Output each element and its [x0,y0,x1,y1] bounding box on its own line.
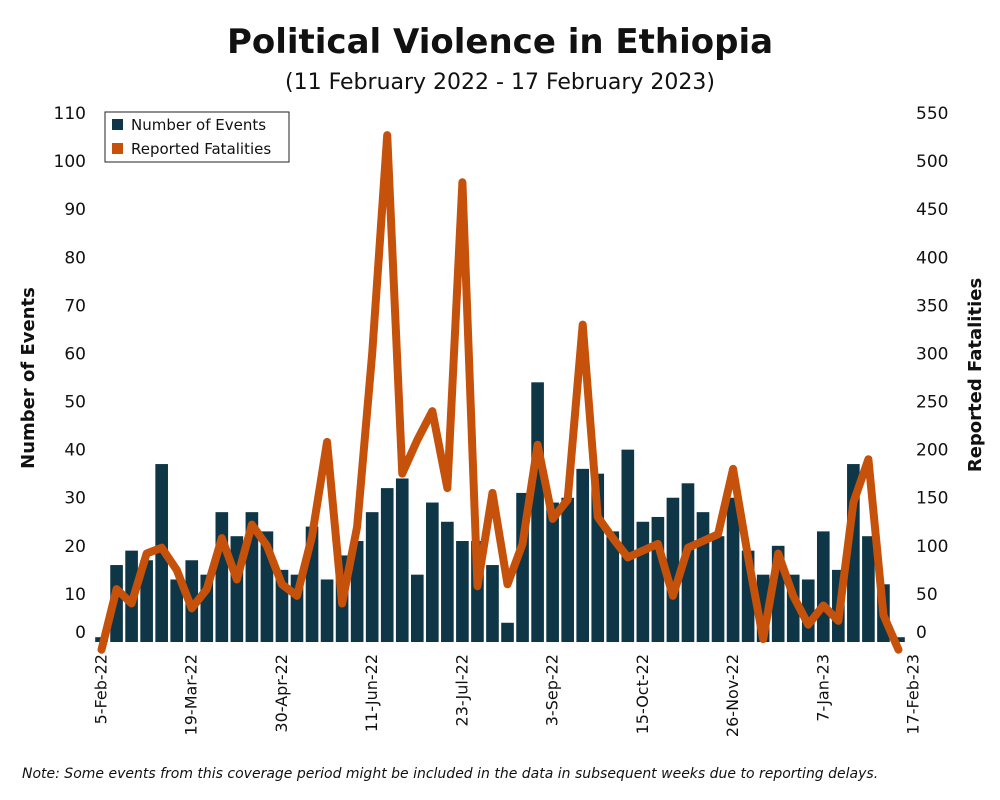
bar-events [561,497,574,642]
y-tick-right: 500 [916,152,948,172]
y-tick-right: 350 [916,296,948,316]
x-tick-label: 7-Jan-23 [813,654,832,722]
bar-events [170,579,184,642]
x-axis-ticks: 5-Feb-22 19-Mar-22 30-Apr-22 11-Jun-22 23-Ju… [92,654,923,737]
y-tick-left: 110 [54,104,86,124]
y-tick-right: 200 [916,441,948,461]
chart-title: Political Violence in Ethiopia [226,22,774,62]
bar-events [651,516,665,642]
y-tick-left: 60 [64,344,86,364]
x-tick-label: 17-Feb-23 [904,654,923,735]
bar-events [441,521,454,642]
bar-events [711,536,725,642]
y-tick-right: 550 [916,104,948,124]
bars-layer [95,382,905,642]
bar-events [531,382,544,642]
line-fatalities [97,131,903,654]
x-tick-label: 5-Feb-22 [92,654,111,724]
bar-events [681,483,695,642]
bar-events [456,541,469,642]
y-tick-right: 300 [916,344,948,364]
chart-subtitle: (11 February 2022 - 17 February 2023) [285,70,715,95]
y-tick-right: 100 [916,537,948,557]
x-tick-label: 30-Apr-22 [272,654,291,733]
bar-events [350,541,364,642]
y-tick-left: 90 [64,200,86,220]
bar-events [380,488,394,642]
x-tick-label: 11-Jun-22 [362,654,381,732]
bar-events [606,531,620,642]
legend-label-fatalities: Reported Fatalities [131,140,271,158]
bar-events [696,512,710,642]
y-tick-right: 150 [916,489,948,509]
y-tick-left: 100 [54,152,86,172]
bar-events [546,502,559,642]
x-tick-label: 23-Jul-22 [452,654,471,726]
bar-events [576,468,590,642]
bar-events [215,512,229,642]
x-tick-label: 19-Mar-22 [182,654,201,735]
y-tick-left: 80 [64,248,86,268]
bar-events [666,497,680,642]
bar-events [816,531,830,642]
y-tick-left: 10 [64,585,86,605]
bar-events [140,560,153,642]
x-tick-label: 3-Sep-22 [543,654,562,726]
legend: Number of Events Reported Fatalities [104,111,290,163]
legend-swatch-fatalities [112,143,123,154]
bar-events [486,565,499,642]
bar-events [892,637,905,642]
y-tick-left: 70 [64,296,86,316]
y-tick-right: 400 [916,248,948,268]
right-axis-ticks: 0 50 100 150 200 250 300 350 400 450 500 550 [916,104,948,643]
legend-box [104,111,290,163]
x-tick-label: 15-Oct-22 [633,654,652,734]
bar-events [862,536,875,642]
bar-events [426,502,439,642]
y-tick-right: 0 [916,623,927,643]
y-axis-label-right: Reported Fatalities [965,278,986,472]
y-tick-left: 40 [64,441,86,461]
bar-events [320,579,334,642]
y-tick-right: 250 [916,393,948,413]
y-tick-right: 50 [916,585,938,605]
bar-events [410,574,424,642]
bar-events [621,449,635,642]
legend-swatch-events [112,119,123,130]
y-axis-label-left: Number of Events [18,287,39,469]
legend-label-events: Number of Events [131,116,266,134]
left-axis-ticks: 0 10 20 30 40 50 60 70 80 90 100 110 [54,104,86,643]
x-tick-label: 26-Nov-22 [723,654,742,737]
y-tick-right: 450 [916,200,948,220]
bar-events [365,512,379,642]
y-tick-left: 0 [75,623,86,643]
y-tick-left: 20 [64,537,86,557]
y-tick-left: 50 [64,393,86,413]
footnote: Note: Some events from this coverage per… [22,766,879,782]
line-layer [97,131,903,654]
y-tick-left: 30 [64,489,86,509]
bar-events [501,622,514,642]
bar-events [636,521,650,642]
bar-events [395,478,409,642]
bar-events [726,497,740,642]
